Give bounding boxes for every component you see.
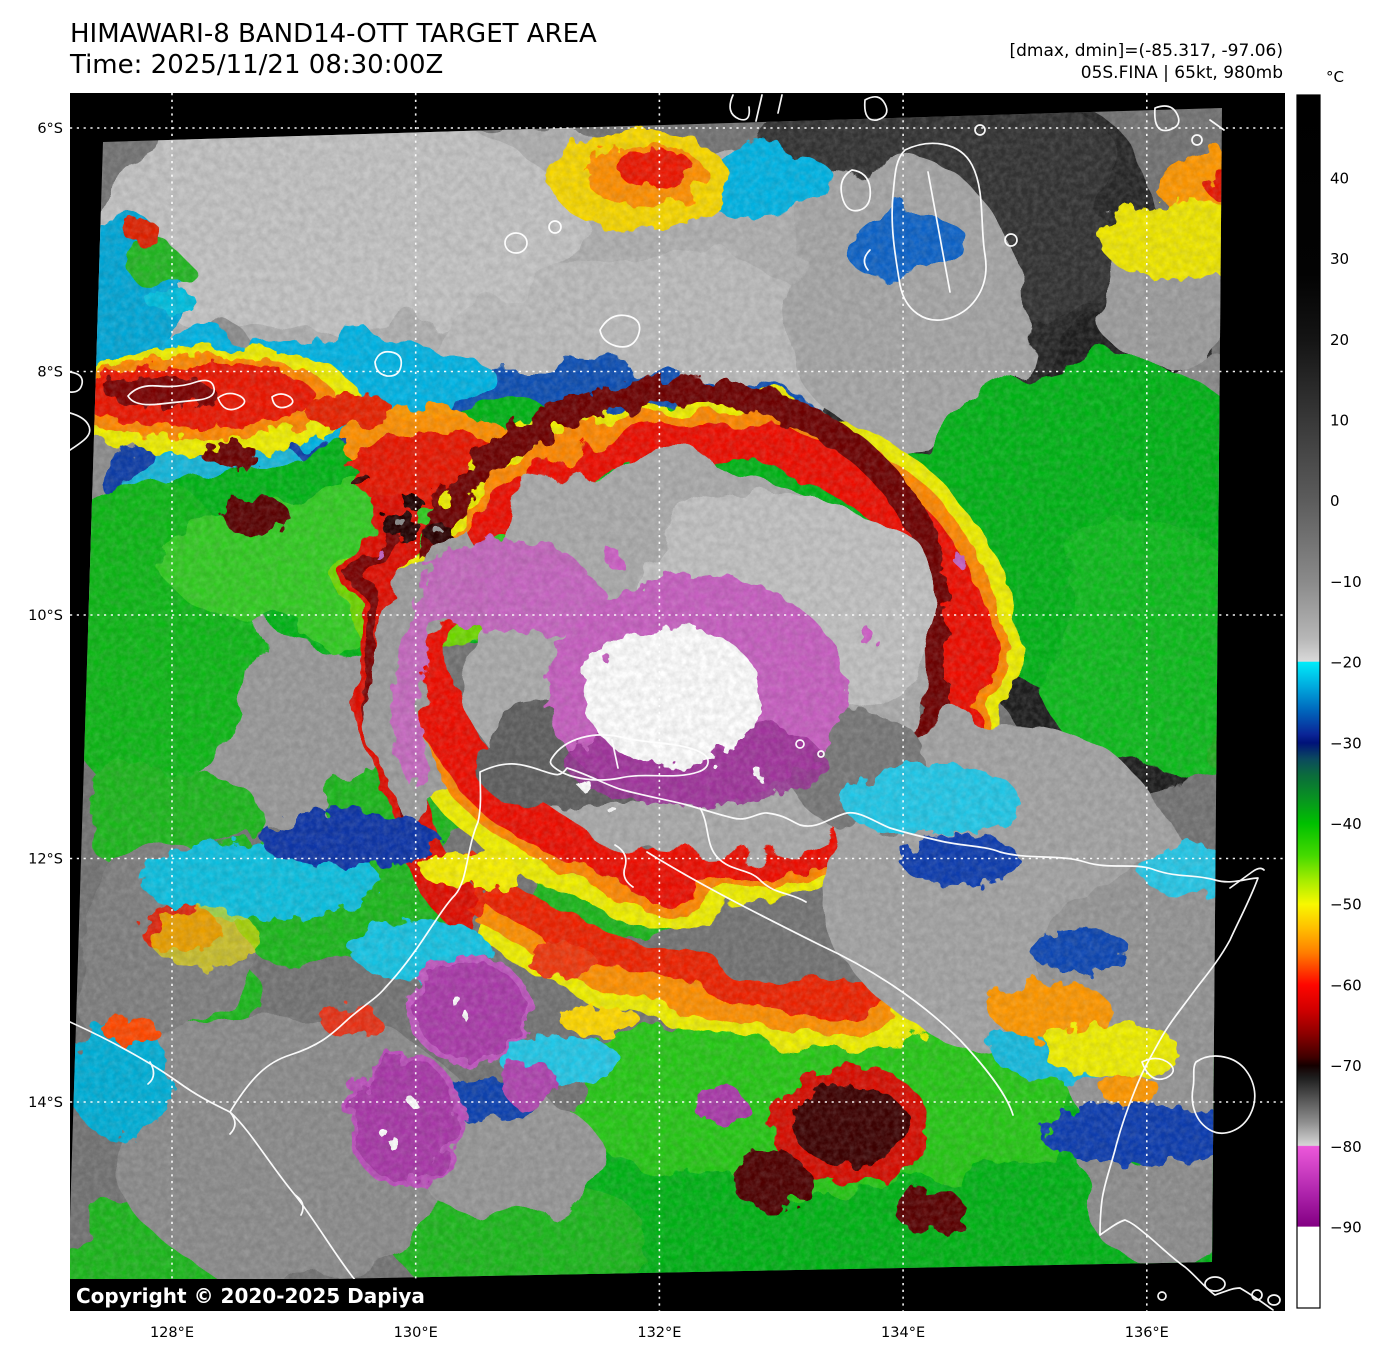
- lon-tick-label: 130°E: [394, 1325, 438, 1341]
- lon-tick-label: 128°E: [150, 1325, 194, 1341]
- colorbar-tick-label: −20: [1330, 654, 1362, 672]
- coastline-van-diemen-gulf: [614, 807, 807, 903]
- lon-tick-label: 136°E: [1125, 1325, 1169, 1341]
- grain-overlay-dark: [70, 108, 1222, 1284]
- map-canvas: Copyright © 2020-2025 Dapiya: [70, 93, 1285, 1311]
- colorbar-tick-label: −10: [1330, 573, 1362, 591]
- coastline-top-edge-islets: [729, 94, 1225, 146]
- lat-tick-label: 14°S: [28, 1095, 63, 1111]
- colorbar-tick-label: −80: [1330, 1138, 1362, 1156]
- graticule-gridlines: [70, 93, 1285, 1311]
- colorbar-tick-label: 0: [1330, 492, 1340, 510]
- coastline-kimberley-inlets: [147, 1061, 441, 1311]
- colorbar-tick-label: −40: [1330, 815, 1362, 833]
- lat-tick-label: 10°S: [28, 608, 63, 624]
- lat-tick-label: 12°S: [28, 852, 63, 868]
- coastline-leti-islands: [127, 350, 403, 411]
- lat-tick-label: 6°S: [37, 121, 63, 137]
- page-title-line2: Time: 2025/11/21 08:30:00Z: [69, 50, 443, 80]
- copyright-backdrop: [70, 1279, 442, 1311]
- coastline-babar-islands: [504, 220, 641, 348]
- lat-tick-label: 8°S: [37, 365, 63, 381]
- page-title-line1: HIMAWARI-8 BAND14-OTT TARGET AREA: [70, 19, 597, 49]
- coastline-nt-inland: [646, 851, 1014, 1116]
- axis-tick-labels: 6°S 8°S 10°S 12°S 14°S 128°E 130°E 132°E 134°E 13…: [28, 121, 1169, 1341]
- colorbar-tick-label: 30: [1330, 250, 1349, 268]
- coastline-kai-aru-islands: [840, 95, 1018, 321]
- colorbar-unit-label: °C: [1326, 68, 1344, 86]
- coastline-australia-mainland: [70, 763, 1274, 1311]
- lon-tick-label: 134°E: [881, 1325, 925, 1341]
- colorbar-tick-label: −30: [1330, 734, 1362, 752]
- colorbar-tick-labels: 40 30 20 10 0 −10 −20 −30 −40 −50 −60 −70 −80 −90: [1330, 169, 1362, 1236]
- lon-tick-label: 132°E: [637, 1325, 681, 1341]
- annotation-dmax-dmin: [dmax, dmin]=(-85.317, -97.06): [1010, 41, 1284, 61]
- coastline-melville-island: [549, 734, 709, 781]
- annotation-storm-info: 05S.FINA | 65kt, 980mb: [1081, 63, 1283, 83]
- colorbar-tick-label: −60: [1330, 976, 1362, 994]
- colorbar-tick-label: −70: [1330, 1057, 1362, 1075]
- satellite-swath: [70, 108, 1222, 1284]
- coastlines: [70, 94, 1281, 1311]
- colorbar-tick-label: −50: [1330, 896, 1362, 914]
- colorbar-tick-label: −90: [1330, 1219, 1362, 1237]
- colorbar-tick-label: 10: [1330, 412, 1349, 430]
- colorbar-tick-label: 20: [1330, 331, 1349, 349]
- coastline-timor-tip: [70, 371, 91, 451]
- coastline-gulf-islands: [795, 739, 1281, 1306]
- colorbar: [1296, 94, 1321, 1309]
- copyright-text: Copyright © 2020-2025 Dapiya: [76, 1284, 425, 1308]
- colorbar-tick-label: 40: [1330, 169, 1349, 187]
